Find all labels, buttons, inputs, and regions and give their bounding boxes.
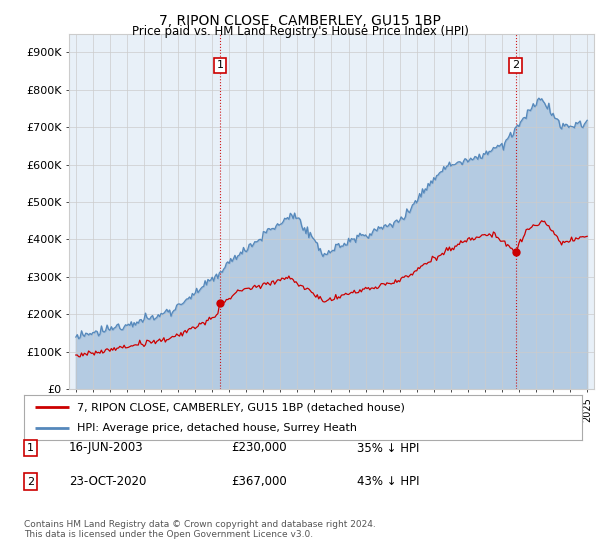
Text: 2: 2 xyxy=(27,477,34,487)
Text: 35% ↓ HPI: 35% ↓ HPI xyxy=(357,441,419,455)
Text: 43% ↓ HPI: 43% ↓ HPI xyxy=(357,475,419,488)
Text: 2: 2 xyxy=(512,60,520,71)
Text: £230,000: £230,000 xyxy=(231,441,287,455)
Text: 7, RIPON CLOSE, CAMBERLEY, GU15 1BP: 7, RIPON CLOSE, CAMBERLEY, GU15 1BP xyxy=(159,14,441,28)
Text: Contains HM Land Registry data © Crown copyright and database right 2024.
This d: Contains HM Land Registry data © Crown c… xyxy=(24,520,376,539)
Text: 16-JUN-2003: 16-JUN-2003 xyxy=(69,441,143,455)
Text: 1: 1 xyxy=(217,60,224,71)
Text: £367,000: £367,000 xyxy=(231,475,287,488)
Text: HPI: Average price, detached house, Surrey Heath: HPI: Average price, detached house, Surr… xyxy=(77,423,357,433)
Text: Price paid vs. HM Land Registry's House Price Index (HPI): Price paid vs. HM Land Registry's House … xyxy=(131,25,469,38)
Text: 1: 1 xyxy=(27,443,34,453)
Text: 7, RIPON CLOSE, CAMBERLEY, GU15 1BP (detached house): 7, RIPON CLOSE, CAMBERLEY, GU15 1BP (det… xyxy=(77,402,405,412)
Text: 23-OCT-2020: 23-OCT-2020 xyxy=(69,475,146,488)
